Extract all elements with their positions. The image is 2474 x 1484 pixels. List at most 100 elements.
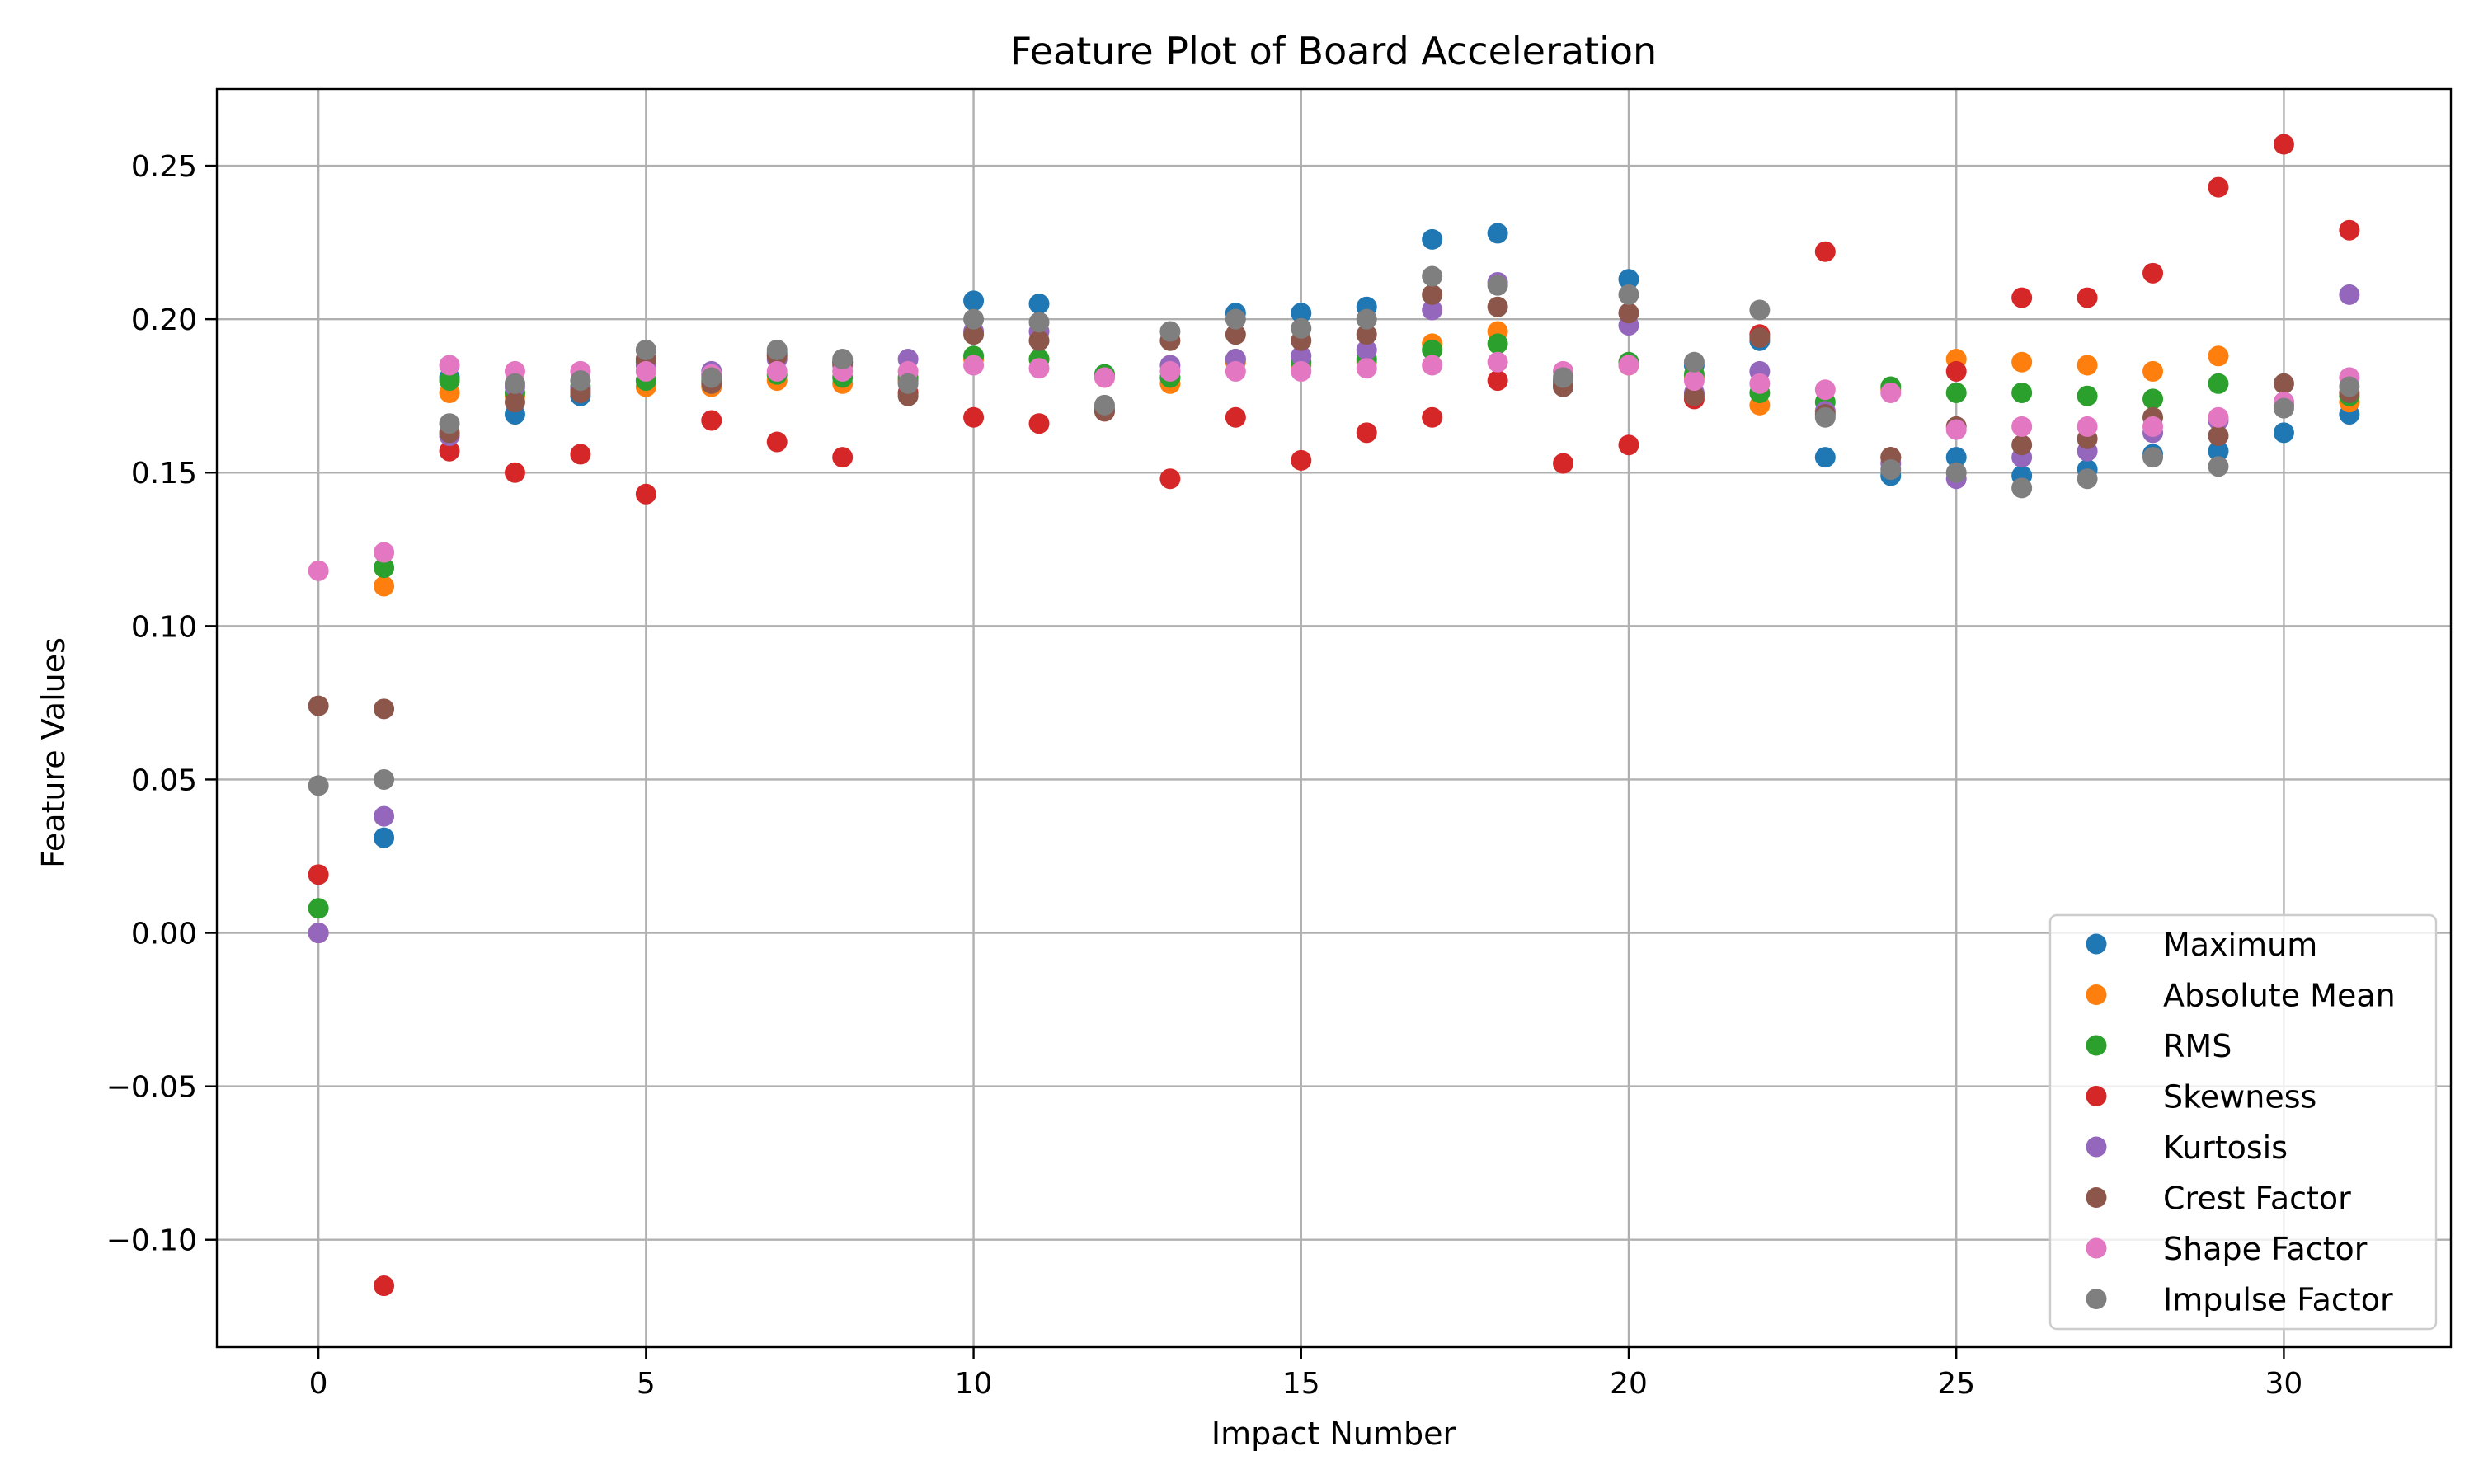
- y-tick-label: 0.20: [131, 303, 197, 337]
- point-skewness: [570, 444, 591, 465]
- point-shape-factor: [1422, 355, 1443, 376]
- point-skewness: [374, 1275, 395, 1297]
- point-impulse-factor: [1356, 308, 1377, 330]
- point-impulse-factor: [1814, 406, 1836, 428]
- point-skewness: [1422, 406, 1443, 428]
- point-shape-factor: [1225, 360, 1246, 382]
- y-tick-label: 0.25: [131, 150, 197, 184]
- legend-marker-skewness: [2086, 1086, 2107, 1106]
- point-crest-factor: [1028, 330, 1050, 351]
- point-impulse-factor: [1422, 265, 1443, 287]
- point-rms: [2011, 382, 2033, 403]
- point-impulse-factor: [570, 370, 591, 392]
- legend-label-rms: RMS: [2163, 1028, 2232, 1064]
- point-crest-factor: [374, 698, 395, 720]
- legend-label-absolute-mean: Absolute Mean: [2163, 978, 2396, 1014]
- series-crest-factor: [308, 284, 2360, 720]
- point-impulse-factor: [308, 775, 329, 796]
- point-impulse-factor: [1945, 462, 1967, 483]
- point-impulse-factor: [1749, 299, 1771, 321]
- point-shape-factor: [2142, 416, 2164, 437]
- point-maximum: [1814, 447, 1836, 468]
- legend: Maximum Absolute Mean RMS Skewness Kurtosis C…: [2048, 913, 2438, 1331]
- point-absolute-mean: [2142, 360, 2164, 382]
- y-tick-label: 0.15: [131, 457, 197, 491]
- point-impulse-factor: [1487, 275, 1508, 296]
- point-skewness: [2011, 287, 2033, 308]
- point-shape-factor: [2208, 406, 2229, 428]
- point-skewness: [1945, 360, 1967, 382]
- point-skewness: [1814, 241, 1836, 262]
- point-shape-factor: [1028, 358, 1050, 379]
- point-impulse-factor: [2273, 397, 2294, 419]
- point-kurtosis: [1356, 339, 1377, 360]
- point-rms: [2142, 388, 2164, 410]
- point-maximum: [1487, 223, 1508, 244]
- point-kurtosis: [308, 923, 329, 944]
- point-crest-factor: [2011, 434, 2033, 456]
- point-skewness: [1487, 370, 1508, 392]
- point-absolute-mean: [2011, 351, 2033, 373]
- y-tick-label: 0.00: [131, 918, 197, 951]
- point-shape-factor: [374, 542, 395, 563]
- point-shape-factor: [1618, 355, 1639, 376]
- point-skewness: [1356, 422, 1377, 444]
- point-impulse-factor: [1683, 351, 1705, 373]
- point-shape-factor: [308, 560, 329, 581]
- point-kurtosis: [374, 805, 395, 827]
- point-impulse-factor: [2077, 468, 2098, 490]
- point-skewness: [1225, 406, 1246, 428]
- point-impulse-factor: [2339, 376, 2360, 397]
- point-skewness: [308, 864, 329, 885]
- point-impulse-factor: [439, 413, 460, 434]
- x-tick-label: 5: [637, 1367, 656, 1401]
- point-impulse-factor: [701, 367, 722, 388]
- legend-marker-rms: [2086, 1035, 2107, 1056]
- series-impulse-factor: [308, 265, 2360, 796]
- point-shape-factor: [439, 355, 460, 376]
- legend-label-maximum: Maximum: [2163, 927, 2317, 963]
- legend-box: [2048, 913, 2438, 1331]
- point-shape-factor: [1291, 360, 1312, 382]
- point-shape-factor: [2077, 416, 2098, 437]
- point-kurtosis: [1291, 345, 1312, 367]
- point-shape-factor: [2011, 416, 2033, 437]
- point-impulse-factor: [2208, 456, 2229, 477]
- point-crest-factor: [963, 324, 985, 345]
- point-skewness: [963, 406, 985, 428]
- point-kurtosis: [2339, 284, 2360, 305]
- legend-marker-maximum: [2086, 933, 2107, 955]
- point-skewness: [1159, 468, 1181, 490]
- point-crest-factor: [1225, 324, 1246, 345]
- plot-frame: [215, 87, 2453, 1349]
- point-skewness: [2142, 262, 2164, 284]
- point-skewness: [1618, 434, 1639, 456]
- legend-label-impulse-factor: Impulse Factor: [2163, 1282, 2393, 1318]
- point-impulse-factor: [897, 373, 919, 394]
- x-tick-label: 25: [1937, 1367, 1975, 1401]
- point-crest-factor: [1356, 324, 1377, 345]
- point-impulse-factor: [1094, 394, 1115, 416]
- point-kurtosis: [1422, 299, 1443, 321]
- y-tick-label: −0.05: [106, 1071, 197, 1105]
- point-shape-factor: [963, 355, 985, 376]
- legend-label-crest-factor: Crest Factor: [2163, 1181, 2351, 1217]
- y-tick-label: −0.10: [106, 1224, 197, 1258]
- point-skewness: [635, 483, 656, 505]
- legend-marker-absolute-mean: [2086, 984, 2107, 1005]
- point-impulse-factor: [1553, 367, 1574, 388]
- point-crest-factor: [1683, 385, 1705, 406]
- point-impulse-factor: [2011, 477, 2033, 499]
- point-shape-factor: [1487, 351, 1508, 373]
- x-tick-label: 0: [309, 1367, 328, 1401]
- point-crest-factor: [308, 695, 329, 716]
- point-maximum: [1422, 228, 1443, 250]
- point-absolute-mean: [2208, 345, 2229, 367]
- point-maximum: [1618, 269, 1639, 290]
- x-tick-label: 20: [1610, 1367, 1648, 1401]
- point-rms: [2077, 385, 2098, 406]
- point-skewness: [2208, 176, 2229, 198]
- x-tick-label: 30: [2265, 1367, 2303, 1401]
- point-impulse-factor: [374, 768, 395, 790]
- point-rms: [2208, 373, 2229, 394]
